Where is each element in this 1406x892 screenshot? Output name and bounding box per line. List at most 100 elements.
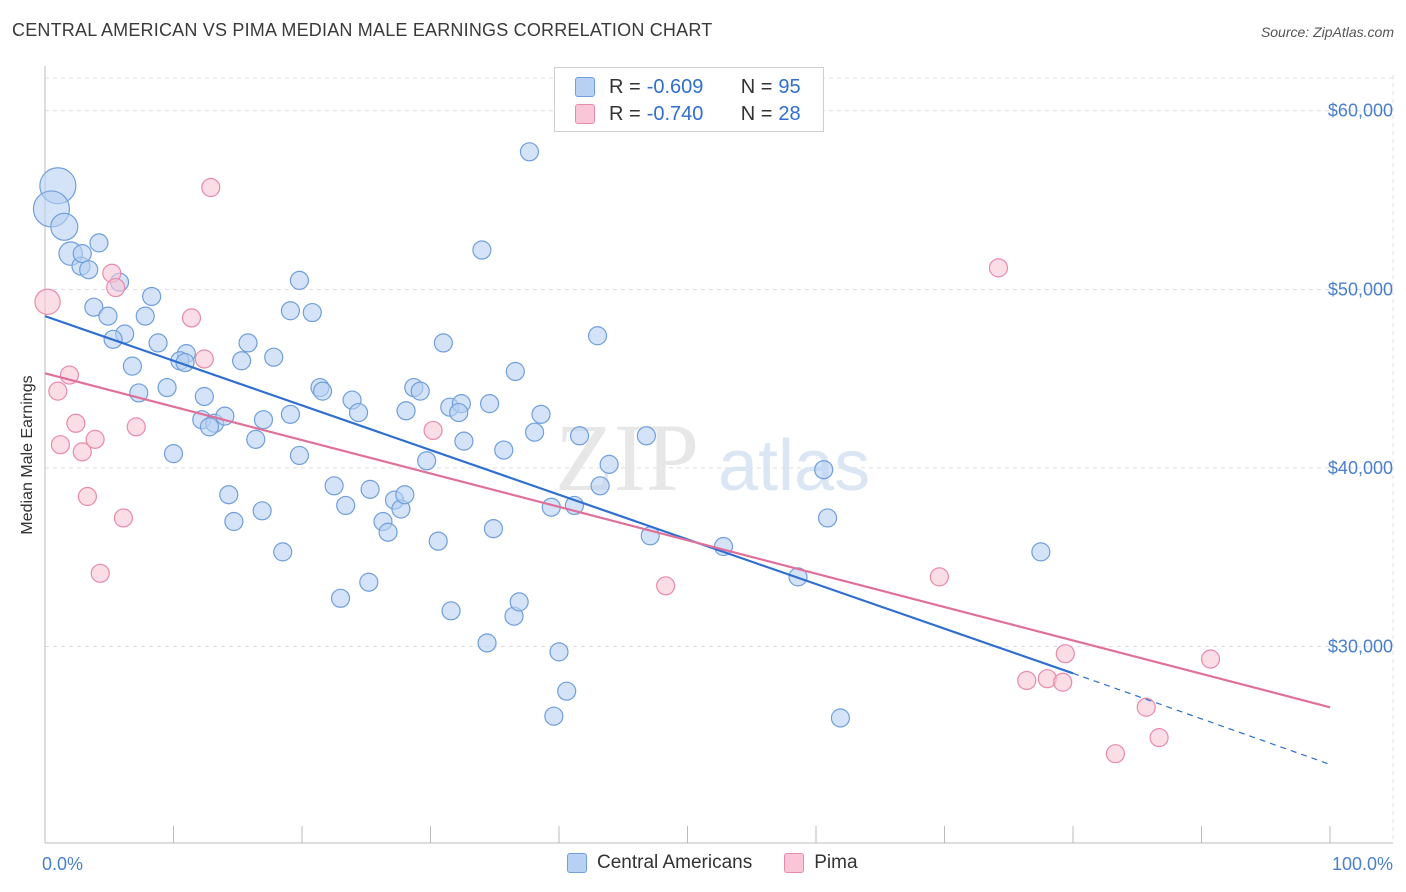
data-point-central-americans	[519, 142, 540, 162]
series-central-americans	[32, 142, 1051, 728]
data-point-central-americans	[289, 445, 310, 466]
data-point-central-americans	[359, 572, 379, 592]
data-point-pima	[1055, 644, 1075, 664]
y-tick-label: $50,000	[1328, 279, 1393, 299]
data-point-central-americans	[324, 476, 344, 496]
legend-swatch-pink	[575, 104, 595, 124]
legend-r-label: R =	[609, 102, 641, 125]
data-point-central-americans	[454, 431, 474, 451]
data-point-pima	[1200, 649, 1221, 669]
data-point-central-americans	[336, 495, 356, 516]
data-point-central-americans	[480, 394, 500, 414]
data-point-central-americans	[273, 542, 293, 562]
data-point-central-americans	[312, 381, 333, 401]
data-point-central-americans	[252, 501, 272, 521]
data-point-pima	[1149, 728, 1169, 748]
data-point-pima	[988, 258, 1009, 278]
data-point-central-americans	[509, 592, 529, 612]
data-point-central-americans	[531, 404, 551, 424]
data-point-central-americans	[549, 642, 569, 662]
data-point-central-americans	[449, 402, 469, 423]
x-tick-label-min: 0.0%	[42, 854, 83, 874]
data-point-central-americans	[89, 233, 109, 253]
legend-n-value: 95	[778, 75, 801, 98]
data-point-central-americans	[417, 451, 437, 471]
data-point-central-americans	[817, 508, 838, 528]
data-point-central-americans	[264, 347, 284, 367]
data-point-pima	[656, 576, 676, 596]
data-point-central-americans	[599, 454, 619, 474]
data-point-central-americans	[557, 681, 577, 701]
data-point-pima	[77, 486, 98, 507]
data-point-pima	[90, 563, 110, 583]
data-point-central-americans	[280, 301, 301, 321]
data-point-pima	[66, 413, 86, 433]
data-point-central-americans	[238, 333, 258, 353]
data-point-central-americans	[433, 333, 453, 353]
data-point-central-americans	[505, 361, 525, 382]
data-point-central-americans	[410, 381, 430, 401]
legend-r-value: -0.740	[646, 102, 704, 125]
x-tick-label-max: 100.0%	[1332, 854, 1393, 874]
grid-lines	[45, 75, 1394, 843]
data-point-central-americans	[157, 377, 177, 398]
y-tick-label: $40,000	[1328, 458, 1393, 478]
data-point-central-americans	[544, 706, 564, 726]
data-point-pima	[1105, 744, 1126, 764]
data-point-central-americans	[148, 333, 168, 353]
data-point-central-americans	[814, 460, 834, 480]
data-point-central-americans	[483, 519, 504, 539]
watermark-zip: ZIP	[555, 404, 699, 511]
legend-n-value: 28	[778, 102, 801, 125]
legend-row-pima: R = -0.740 N = 28	[575, 101, 801, 127]
data-point-pima	[181, 308, 202, 328]
trend-line-pima	[44, 372, 1331, 709]
data-point-pima	[201, 177, 221, 198]
data-point-central-americans	[289, 270, 310, 290]
data-point-central-americans	[830, 708, 851, 728]
legend-n-label: N =	[740, 75, 773, 98]
data-point-central-americans	[590, 476, 610, 496]
data-point-central-americans	[378, 522, 398, 542]
data-point-pima	[1017, 670, 1037, 691]
legend-label-central-americans: Central Americans	[597, 852, 753, 873]
data-point-central-americans	[135, 306, 155, 326]
data-point-central-americans	[348, 402, 369, 423]
data-point-central-americans	[524, 422, 545, 442]
data-point-pima	[106, 277, 126, 298]
legend-row-central-americans: R = -0.609 N = 95	[575, 74, 801, 100]
data-point-central-americans	[98, 306, 118, 326]
data-point-central-americans	[1031, 542, 1051, 562]
data-point-central-americans	[253, 410, 274, 430]
legend-swatch-blue	[575, 77, 595, 97]
series-legend: Central Americans Pima	[567, 852, 890, 874]
data-point-central-americans	[50, 212, 79, 241]
legend-r-label: R =	[609, 75, 641, 98]
data-point-central-americans	[224, 511, 244, 532]
data-point-central-americans	[477, 633, 497, 653]
data-point-central-americans	[122, 356, 142, 376]
data-point-central-americans	[246, 429, 266, 449]
data-point-central-americans	[330, 588, 351, 608]
data-point-central-americans	[142, 286, 162, 307]
chart-title: CENTRAL AMERICAN VS PIMA MEDIAN MALE EAR…	[12, 20, 713, 40]
legend-label-pima: Pima	[814, 852, 858, 873]
data-point-pima	[50, 435, 71, 455]
data-point-pima	[48, 381, 68, 401]
data-point-central-americans	[494, 440, 514, 460]
data-point-pima	[34, 288, 61, 316]
trend-line-extension-central-americans	[1072, 672, 1331, 765]
series-pima	[34, 177, 1221, 764]
legend-n-label: N =	[740, 102, 773, 125]
data-point-pima	[72, 442, 92, 462]
y-axis-label: Median Male Earnings	[19, 375, 36, 534]
source-credit: Source: ZipAtlas.com	[1260, 24, 1394, 40]
data-point-central-americans	[79, 260, 99, 280]
data-point-central-americans	[163, 444, 184, 464]
data-point-pima	[85, 429, 105, 449]
data-point-central-americans	[428, 531, 448, 551]
trend-line-central-americans	[44, 315, 1074, 675]
data-point-central-americans	[280, 404, 301, 424]
data-point-central-americans	[199, 417, 220, 437]
